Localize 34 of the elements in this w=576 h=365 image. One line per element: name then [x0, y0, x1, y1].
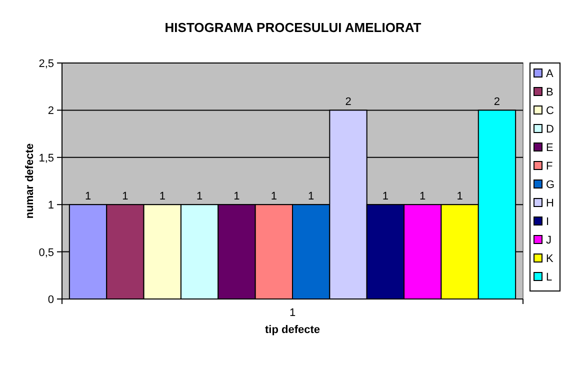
legend-label: J: [546, 234, 552, 246]
y-tick-label: 1: [48, 200, 54, 212]
legend-label: H: [546, 198, 554, 210]
y-tick-label: 0,5: [38, 246, 54, 259]
legend-label: F: [546, 160, 553, 172]
y-tick-label: 2: [48, 105, 54, 118]
legend-label: C: [546, 105, 554, 117]
legend-label: D: [546, 124, 554, 136]
data-label: 2: [345, 96, 352, 108]
data-label: 1: [382, 190, 389, 203]
data-label: 1: [159, 190, 166, 203]
chart-title: HISTOGRAMA PROCESULUI AMELIORAT: [164, 20, 422, 35]
data-label: 2: [494, 96, 500, 108]
legend-label: L: [546, 272, 552, 284]
y-tick-label: 2,5: [38, 58, 54, 70]
y-tick-label: 0: [48, 294, 54, 306]
legend-label: A: [546, 68, 554, 80]
x-axis-title: tip defecte: [264, 324, 320, 336]
data-label: 1: [196, 190, 203, 203]
data-label: 1: [84, 190, 92, 203]
legend-label: E: [546, 142, 554, 154]
data-label: 1: [122, 190, 128, 203]
y-axis-title: numar defecte: [24, 143, 36, 219]
legend-label: B: [546, 86, 554, 98]
legend-label: I: [546, 216, 550, 228]
data-label: 1: [234, 190, 240, 203]
data-label: 1: [420, 190, 426, 203]
data-label: 1: [270, 190, 277, 203]
data-label: 1: [308, 190, 314, 203]
data-label: 1: [456, 190, 463, 203]
legend-label: K: [546, 253, 554, 265]
text: 1: [289, 307, 296, 319]
y-tick-label: 1,5: [38, 152, 54, 164]
legend-label: G: [546, 179, 555, 191]
